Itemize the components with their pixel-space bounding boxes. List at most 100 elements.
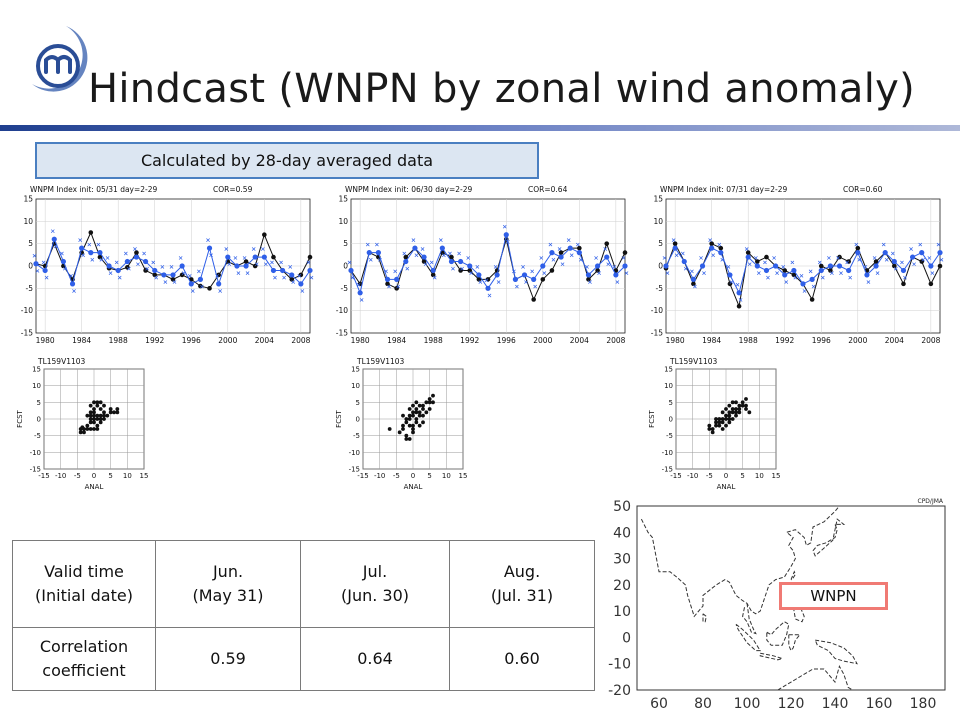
data-point bbox=[427, 397, 432, 401]
data-point bbox=[730, 417, 735, 421]
x-tick-label: 2008 bbox=[921, 336, 940, 345]
data-point bbox=[720, 410, 725, 415]
ensemble-mark bbox=[87, 242, 92, 247]
data-point bbox=[357, 290, 363, 296]
data-point bbox=[531, 276, 537, 282]
ensemble-mark bbox=[291, 280, 296, 284]
data-point bbox=[88, 420, 93, 425]
ensemble-mark bbox=[384, 269, 388, 274]
ensemble-mark bbox=[735, 282, 740, 287]
data-point bbox=[95, 427, 100, 431]
ensemble-mark bbox=[475, 265, 480, 269]
data-point bbox=[421, 403, 425, 408]
data-point bbox=[95, 403, 100, 408]
x-tick-label: 10 bbox=[755, 472, 764, 480]
ensemble-mark bbox=[279, 260, 283, 265]
ensemble-mark bbox=[793, 275, 798, 280]
data-point bbox=[595, 263, 601, 269]
ensemble-mark bbox=[802, 289, 807, 293]
data-point bbox=[98, 413, 103, 418]
data-point bbox=[549, 250, 555, 256]
logo-icon bbox=[32, 26, 88, 92]
data-point bbox=[724, 413, 728, 418]
coastline bbox=[640, 505, 840, 618]
table-cell: Correlation coefficient bbox=[12, 627, 156, 691]
data-point bbox=[727, 272, 733, 278]
ensemble-mark bbox=[900, 260, 904, 265]
chart-title: WNPM Index init: 05/31 day=2-29 bbox=[30, 185, 158, 194]
data-point bbox=[414, 410, 419, 415]
y-tick-label: 0 bbox=[658, 262, 663, 271]
y-tick-label: -15 bbox=[662, 466, 673, 474]
x-tick-label: 1984 bbox=[702, 336, 721, 345]
data-point bbox=[714, 423, 718, 428]
data-point bbox=[102, 417, 106, 421]
ensemble-mark bbox=[35, 269, 40, 273]
y-tick-label: 30 bbox=[613, 552, 631, 568]
data-point bbox=[864, 272, 870, 278]
data-point bbox=[414, 420, 419, 425]
data-point bbox=[585, 272, 592, 278]
data-point bbox=[92, 413, 96, 418]
data-point bbox=[681, 258, 687, 265]
x-tick-label: -15 bbox=[38, 472, 49, 480]
table-cell: 0.59 bbox=[155, 627, 301, 691]
data-point bbox=[714, 417, 718, 421]
data-point bbox=[431, 393, 435, 398]
ensemble-mark bbox=[830, 271, 834, 275]
ensemble-mark bbox=[117, 275, 122, 280]
x-tick-label: -15 bbox=[357, 472, 368, 480]
ensemble-mark bbox=[939, 257, 944, 262]
series-line bbox=[350, 234, 626, 295]
data-point bbox=[755, 259, 760, 264]
data-point bbox=[92, 410, 96, 415]
y-tick-label: -15 bbox=[21, 329, 33, 338]
ensemble-mark bbox=[585, 265, 589, 269]
coastline bbox=[812, 518, 846, 557]
y-tick-label: 10 bbox=[23, 217, 33, 226]
data-point bbox=[143, 258, 149, 265]
ensemble-mark bbox=[863, 265, 868, 269]
data-point bbox=[494, 272, 500, 278]
data-point bbox=[734, 410, 738, 415]
table-row: Valid time (Initial date) Jun. (May 31) Ju… bbox=[12, 540, 595, 628]
data-point bbox=[88, 427, 93, 431]
data-point bbox=[782, 272, 788, 278]
ensemble-mark bbox=[690, 269, 694, 274]
ensemble-mark bbox=[402, 251, 407, 256]
ensemble-mark bbox=[597, 271, 601, 275]
x-axis-label: ANAL bbox=[717, 483, 736, 491]
x-tick-label: 15 bbox=[772, 472, 781, 480]
y-tick-label: 5 bbox=[28, 239, 33, 248]
data-point bbox=[744, 403, 748, 408]
x-tick-label: 2000 bbox=[848, 336, 867, 345]
data-point bbox=[709, 245, 715, 251]
y-tick-label: 15 bbox=[338, 195, 348, 204]
data-point bbox=[98, 400, 103, 405]
y-tick-label: 15 bbox=[351, 366, 360, 374]
data-point bbox=[727, 417, 732, 421]
ensemble-mark bbox=[493, 265, 498, 269]
data-point bbox=[707, 423, 712, 428]
data-point bbox=[855, 250, 861, 256]
data-point bbox=[401, 427, 405, 431]
ensemble-mark bbox=[438, 238, 443, 242]
ensemble-mark bbox=[163, 280, 168, 284]
ensemble-mark bbox=[903, 275, 907, 280]
y-tick-label: -5 bbox=[26, 284, 34, 293]
ensemble-mark bbox=[190, 289, 195, 293]
data-point bbox=[900, 267, 907, 274]
data-point bbox=[737, 403, 742, 408]
data-point bbox=[421, 420, 425, 425]
data-point bbox=[92, 400, 96, 405]
ensemble-mark bbox=[405, 266, 410, 271]
chart-title: WNPM Index init: 06/30 day=2-29 bbox=[345, 185, 473, 194]
ensemble-mark bbox=[756, 271, 761, 275]
y-tick-label: -10 bbox=[651, 306, 663, 315]
x-tick-label: -10 bbox=[55, 472, 66, 480]
data-point bbox=[102, 413, 106, 418]
ensemble-mark bbox=[542, 271, 547, 275]
data-point bbox=[892, 263, 897, 269]
data-point bbox=[809, 276, 815, 282]
x-tick-label: 1988 bbox=[109, 336, 128, 345]
